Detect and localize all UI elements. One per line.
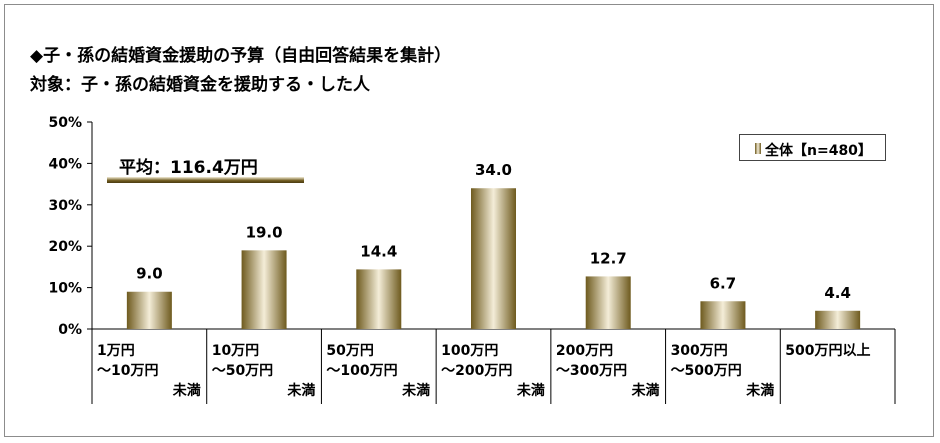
x-tick-label: 未満 [402,382,430,399]
bar [585,276,631,329]
x-tick-label: 未満 [287,382,315,399]
y-tick-label: 40% [48,156,82,172]
x-tick-label: 200万円 [556,343,613,359]
bar [471,188,516,329]
y-tick-label: 30% [48,198,82,214]
x-tick-label: 1万円 [97,343,135,359]
data-label: 4.4 [824,284,851,302]
axes: 50% 40% 30% 20% 10% 0% [48,115,896,404]
x-tick-label: ～500万円 [671,363,742,379]
x-tick-label: 10万円 [212,343,259,359]
data-label: 34.0 [475,161,512,179]
x-tick-label: 300万円 [671,343,728,359]
bar [241,250,287,329]
bar [700,301,746,329]
legend-swatch [755,143,761,154]
x-tick-label: 未満 [173,382,201,399]
y-tick-label: 20% [48,239,82,255]
chart-subtitle: 対象：子・孫の結婚資金を援助する・した人 [30,75,370,95]
bars [126,188,861,329]
bar [815,310,861,329]
chart-frame [4,4,934,437]
labels: 9.019.014.434.012.76.74.41万円～10万円未満10万円～… [97,161,871,399]
bar [126,291,172,329]
data-label: 9.0 [136,265,163,283]
y-tick-label: 10% [48,281,82,297]
data-label: 12.7 [590,249,627,267]
y-tick-label: 0% [58,322,82,338]
x-tick-label: 500万円以上 [785,343,870,359]
x-tick-label: ～100万円 [326,363,397,379]
x-tick-label: ～50万円 [212,363,273,379]
data-label: 6.7 [710,274,737,292]
legend-label: 全体【n=480】 [765,143,872,159]
bar [356,269,402,329]
x-tick-label: 未満 [632,382,660,399]
x-tick-label: ～10万円 [97,363,158,379]
x-tick-label: 50万円 [326,343,373,359]
chart-title: ◆子・孫の結婚資金援助の予算（自由回答結果を集計） [30,46,452,66]
data-label: 14.4 [360,242,397,260]
x-tick-label: ～200万円 [441,363,512,379]
average-label: 平均：116.4万円 [119,158,258,178]
average-underline [107,177,304,183]
x-tick-label: 100万円 [441,343,498,359]
data-label: 19.0 [246,223,283,241]
x-tick-label: ～300万円 [556,363,627,379]
x-tick-label: 未満 [517,382,545,399]
legend: 全体【n=480】 [739,134,886,161]
x-tick-label: 未満 [746,382,774,399]
y-tick-label: 50% [48,115,82,131]
